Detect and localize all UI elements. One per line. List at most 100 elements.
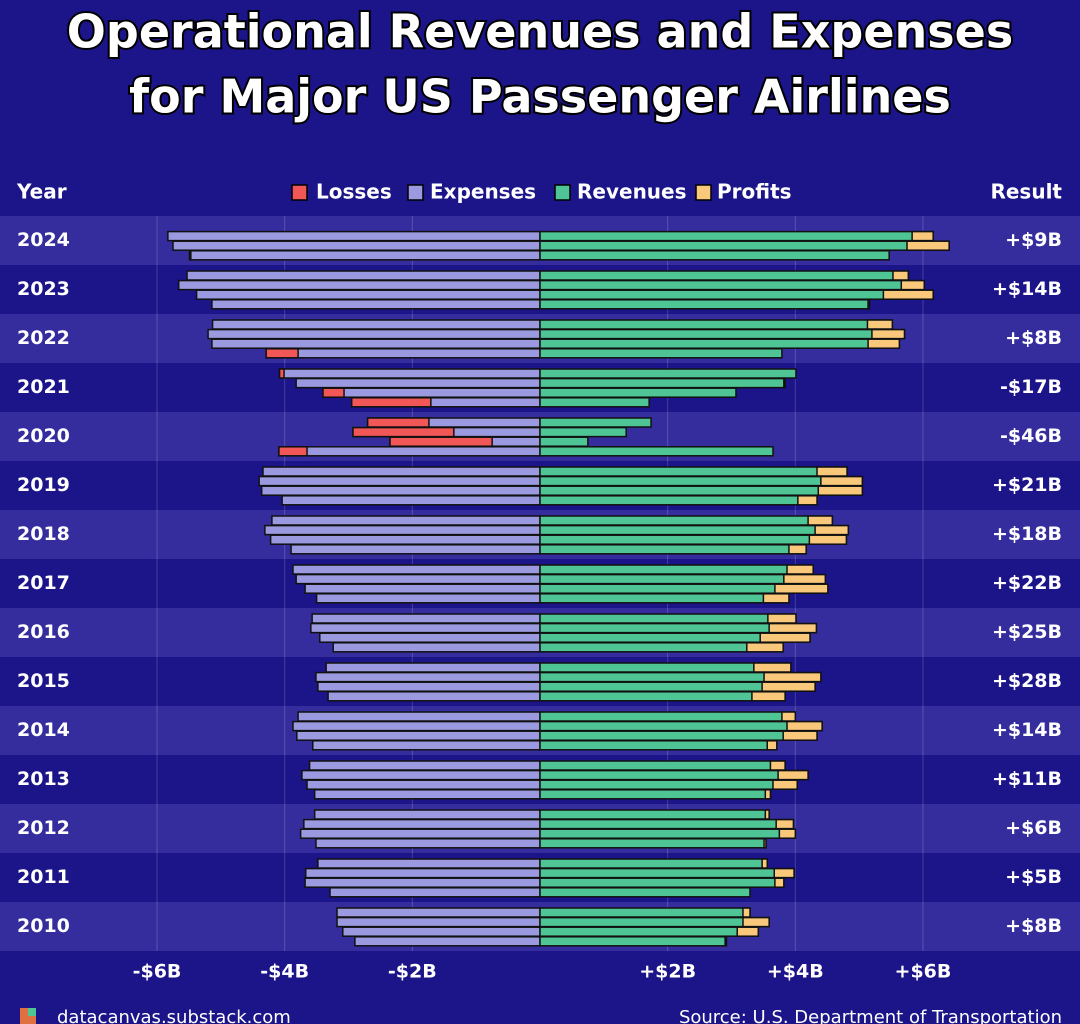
result-label: +$5B <box>1005 866 1062 888</box>
year-label: 2011 <box>17 866 70 888</box>
footer-left: datacanvas.substack.com <box>57 1007 291 1024</box>
year-label: 2023 <box>17 278 70 300</box>
expense-bar <box>292 564 541 575</box>
profit-segment <box>761 858 768 869</box>
revenue-bar <box>539 789 772 800</box>
profit-segment <box>906 240 950 251</box>
profit-segment <box>786 564 814 575</box>
profit-segment <box>786 720 823 732</box>
profit-segment <box>763 838 767 849</box>
profit-segment <box>762 593 790 604</box>
result-label: -$46B <box>1000 425 1062 447</box>
year-label: 2014 <box>17 719 70 741</box>
revenue-bar <box>539 387 737 398</box>
revenue-bar <box>539 485 864 496</box>
profit-segment <box>769 760 786 771</box>
profit-segment <box>742 916 770 928</box>
profit-segment <box>882 289 934 300</box>
expense-bar <box>211 299 541 310</box>
year-label: 2013 <box>17 768 70 790</box>
expense-bar <box>211 338 541 349</box>
profit-segment <box>766 740 778 751</box>
expense-bar <box>315 838 541 849</box>
profit-segment <box>761 681 816 692</box>
x-tick-label: +$4B <box>767 961 824 983</box>
profit-segment <box>807 515 834 526</box>
revenue-bar <box>539 858 768 869</box>
expense-bar <box>304 867 541 879</box>
result-label: +$22B <box>992 572 1062 594</box>
revenue-bar <box>539 524 850 536</box>
expense-bar <box>295 573 541 585</box>
revenue-bar <box>539 240 950 251</box>
profit-segment <box>866 319 894 330</box>
revenue-bar <box>539 338 901 349</box>
expense-bar <box>195 289 541 300</box>
legend-label: Losses <box>316 180 392 204</box>
result-label: +$18B <box>992 523 1062 545</box>
result-label: +$14B <box>992 719 1062 741</box>
loss-segment <box>278 368 285 379</box>
x-tick-label: +$6B <box>895 961 952 983</box>
expense-bar <box>336 916 541 928</box>
revenue-bar <box>539 691 786 702</box>
expense-bar <box>297 711 541 722</box>
column-header: Year <box>16 180 67 204</box>
revenue-bar <box>539 446 774 457</box>
chart-title: Operational Revenues and Expenses <box>67 5 1013 59</box>
loss-segment <box>350 397 432 408</box>
revenue-bar <box>539 230 934 242</box>
revenue-bar <box>539 926 760 937</box>
revenue-bar <box>539 279 926 291</box>
expense-bar <box>325 662 541 673</box>
revenue-bar <box>539 936 728 947</box>
loss-segment <box>322 387 345 398</box>
profit-segment <box>774 877 785 888</box>
expense-bar <box>290 544 541 555</box>
revenue-bar <box>539 867 795 879</box>
x-tick-label: -$6B <box>133 961 182 983</box>
profit-segment <box>759 632 811 643</box>
revenue-bar <box>539 593 790 604</box>
profit-segment <box>871 328 906 340</box>
expense-bar <box>278 368 541 379</box>
result-label: +$28B <box>992 670 1062 692</box>
revenue-bar <box>539 760 786 771</box>
expense-bar <box>292 720 541 732</box>
loss-segment <box>265 348 299 359</box>
profit-segment <box>797 495 818 506</box>
expense-bar <box>319 632 541 643</box>
legend-swatch <box>407 184 424 201</box>
result-label: +$8B <box>1005 915 1062 937</box>
expense-bar <box>317 681 541 692</box>
profit-segment <box>867 338 901 349</box>
expense-bar <box>188 250 541 261</box>
revenue-bar <box>539 436 589 447</box>
revenue-bar <box>539 250 890 261</box>
year-label: 2019 <box>17 474 70 496</box>
expense-bar <box>312 740 541 751</box>
expense-bar <box>313 809 541 820</box>
revenue-bar <box>539 720 823 732</box>
profit-segment <box>763 671 822 683</box>
expense-bar <box>258 475 541 487</box>
revenue-bar <box>539 730 818 741</box>
profit-segment <box>777 769 809 781</box>
revenue-bar <box>539 818 795 830</box>
year-label: 2024 <box>17 229 70 251</box>
expense-bar <box>177 279 541 291</box>
expense-bar <box>332 642 541 653</box>
profit-segment <box>736 926 760 937</box>
loss-segment <box>352 426 455 438</box>
profit-segment <box>900 279 926 291</box>
expense-bar <box>304 583 541 594</box>
revenue-bar <box>539 289 934 300</box>
expense-bar <box>327 691 541 702</box>
expense-bar <box>317 858 541 869</box>
expense-bar <box>315 593 541 604</box>
revenue-bar <box>539 299 871 310</box>
revenue-bar <box>539 475 864 487</box>
legend-swatch <box>695 184 712 201</box>
revenue-bar <box>539 544 807 555</box>
